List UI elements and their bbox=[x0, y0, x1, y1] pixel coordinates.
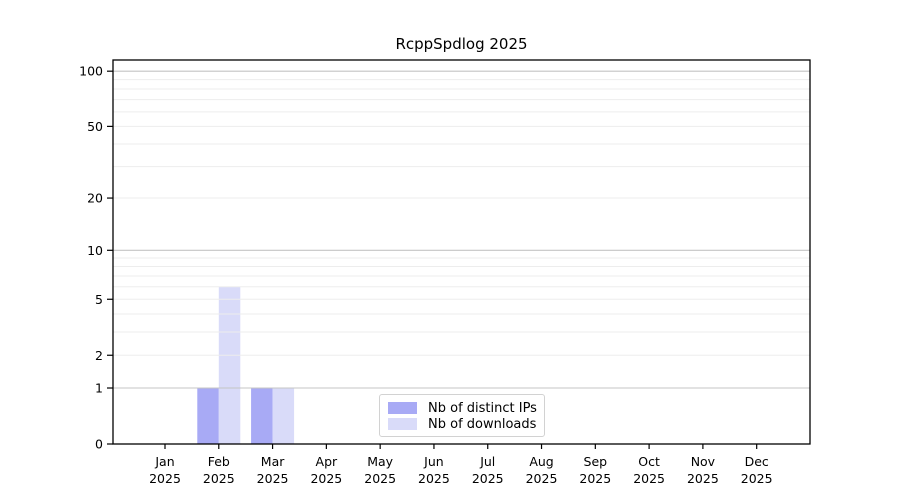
y-tick-label: 20 bbox=[87, 191, 103, 206]
x-tick-label-month: Oct bbox=[638, 454, 660, 469]
x-tick-label-month: Dec bbox=[745, 454, 769, 469]
x-tick-label-year: 2025 bbox=[310, 471, 342, 486]
x-tick-label-month: Aug bbox=[529, 454, 553, 469]
legend-label-downloads: Nb of downloads bbox=[428, 416, 537, 432]
bar-mar-downloads bbox=[272, 388, 295, 444]
x-tick-label-month: Apr bbox=[316, 454, 338, 469]
x-tick-label-month: Jul bbox=[479, 454, 495, 469]
x-tick-label-year: 2025 bbox=[472, 471, 504, 486]
x-tick-label-year: 2025 bbox=[257, 471, 289, 486]
plot-border bbox=[112, 59, 811, 445]
bar-feb-distinct-ips bbox=[197, 388, 219, 444]
x-tick-label-month: Nov bbox=[691, 454, 716, 469]
y-tick-label: 100 bbox=[79, 64, 103, 79]
chart-title: RcppSpdlog 2025 bbox=[395, 35, 528, 53]
legend-item-downloads: Nb of downloads bbox=[388, 416, 536, 432]
downloads-swatch-icon bbox=[388, 418, 417, 430]
x-tick-label-year: 2025 bbox=[741, 471, 773, 486]
x-tick-label-month: Mar bbox=[261, 454, 285, 469]
bar-mar-distinct-ips bbox=[251, 388, 273, 444]
y-tick-label: 50 bbox=[87, 119, 103, 134]
x-tick-label-year: 2025 bbox=[203, 471, 235, 486]
x-tick-label-month: Jun bbox=[423, 454, 444, 469]
y-tick-label: 1 bbox=[95, 381, 103, 396]
legend-item-distinct-ips: Nb of distinct IPs bbox=[388, 400, 537, 416]
x-tick-label-year: 2025 bbox=[579, 471, 611, 486]
x-tick-label-year: 2025 bbox=[633, 471, 665, 486]
y-tick-label: 0 bbox=[95, 437, 103, 452]
x-tick-label-month: Sep bbox=[584, 454, 608, 469]
x-tick-label-year: 2025 bbox=[418, 471, 450, 486]
y-tick-label: 2 bbox=[95, 348, 103, 363]
x-tick-label-month: May bbox=[367, 454, 393, 469]
distinct-ips-swatch-icon bbox=[388, 402, 417, 414]
bar-feb-downloads bbox=[218, 286, 241, 444]
x-tick-label-year: 2025 bbox=[526, 471, 558, 486]
x-tick-label-month: Jan bbox=[154, 454, 174, 469]
y-tick-label: 5 bbox=[95, 292, 103, 307]
legend: Nb of distinct IPs Nb of downloads bbox=[379, 394, 545, 437]
x-tick-label-year: 2025 bbox=[687, 471, 719, 486]
x-tick-label-year: 2025 bbox=[149, 471, 181, 486]
legend-label-distinct-ips: Nb of distinct IPs bbox=[428, 400, 537, 416]
y-tick-label: 10 bbox=[87, 243, 103, 258]
x-tick-label-month: Feb bbox=[208, 454, 230, 469]
x-tick-label-year: 2025 bbox=[364, 471, 396, 486]
